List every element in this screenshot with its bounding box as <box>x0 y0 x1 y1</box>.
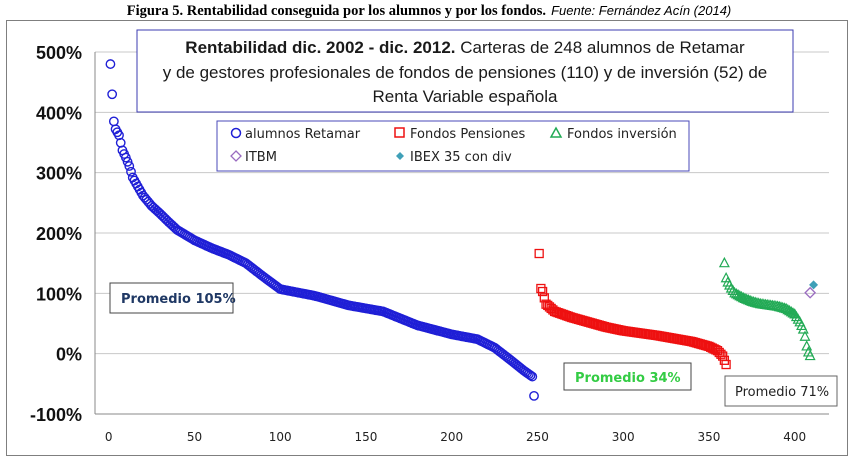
data-point-pensiones <box>536 283 546 294</box>
legend-label-inversion: Fondos inversión <box>567 127 677 142</box>
data-marks <box>105 59 819 401</box>
data-point-alumnos <box>525 370 536 381</box>
legend-label-alumnos: alumnos Retamar <box>245 127 361 142</box>
legend-entry-ibex: IBEX 35 con div <box>396 150 512 165</box>
chart-title-bold: Rentabilidad dic. 2002 - dic. 2012. <box>185 38 455 57</box>
data-point-alumnos <box>529 390 539 401</box>
figure-caption: Figura 5. Rentabilidad conseguida por lo… <box>0 0 858 19</box>
data-point-alumnos <box>122 156 133 167</box>
x-tick-label: 350 <box>698 430 721 444</box>
y-tick-label: 0% <box>56 345 82 365</box>
legend-filled-diamond-icon <box>396 152 404 160</box>
y-tick-label: 400% <box>36 103 82 123</box>
data-point-alumnos <box>158 212 169 222</box>
data-point-alumnos <box>160 213 171 224</box>
data-point-pensiones <box>537 286 548 297</box>
legend-entry-itbm: ITBM <box>230 150 277 165</box>
x-tick-label: 0 <box>105 430 113 444</box>
legend-square-icon <box>394 127 405 138</box>
legend-open-diamond-icon <box>230 150 242 162</box>
axes: -100% 0% 100% 200% 300% 400% 500% 0 50 100 150 200 2… <box>30 43 829 444</box>
data-point-inversion <box>787 307 799 318</box>
data-point-alumnos <box>120 152 131 163</box>
chart-title-line2: y de gestores profesionales de fondos de… <box>163 63 768 82</box>
chart-frame <box>6 20 848 456</box>
y-tick-label: 500% <box>36 43 82 63</box>
annotation-text-pensiones: Promedio 34% <box>575 371 681 386</box>
data-point-inversion <box>801 340 813 351</box>
legend-entry-alumnos: alumnos Retamar <box>230 127 361 142</box>
y-tick-label: 100% <box>36 284 82 304</box>
x-tick-label: 200 <box>440 430 463 444</box>
data-point-alumnos <box>108 116 119 127</box>
annotation-promedio-pensiones: Promedio 34% <box>563 362 692 391</box>
legend-label-pensiones: Fondos Pensiones <box>410 127 526 142</box>
x-tick-label: 250 <box>526 430 549 444</box>
y-tick-label: 200% <box>36 224 82 244</box>
x-tick-label: 100 <box>269 430 292 444</box>
annotation-text-inversion: Promedio 71% <box>735 385 829 400</box>
data-point-inversion <box>799 330 811 341</box>
x-tick-label: 150 <box>355 430 378 444</box>
x-tick-label: 50 <box>187 430 202 444</box>
chart-title-line1: Rentabilidad dic. 2002 - dic. 2012. Cart… <box>185 38 745 57</box>
data-point-alumnos <box>527 371 538 382</box>
data-point-pensiones <box>534 248 544 259</box>
data-point-alumnos <box>124 161 135 171</box>
legend-label-itbm: ITBM <box>245 150 277 165</box>
legend-box <box>216 120 690 172</box>
data-point-alumnos <box>107 89 118 100</box>
legend-entry-inversion: Fondos inversión <box>549 126 677 142</box>
y-tick-label: -100% <box>30 405 82 425</box>
annotation-text-alumnos: Promedio 105% <box>121 292 236 307</box>
chart-title-rest: Carteras de 248 alumnos de Retamar <box>460 38 745 57</box>
data-point-alumnos <box>126 166 136 177</box>
caption-main: Figura 5. Rentabilidad conseguida por lo… <box>126 3 546 19</box>
legend-circle-icon <box>230 127 242 139</box>
data-point-alumnos <box>155 208 166 219</box>
y-tick-label: 300% <box>36 164 82 184</box>
x-tick-label: 400 <box>783 430 806 444</box>
annotation-promedio-alumnos: Promedio 105% <box>109 282 236 314</box>
legend-entry-pensiones: Fondos Pensiones <box>394 127 526 142</box>
data-point-pensiones <box>721 359 731 370</box>
legend-label-ibex: IBEX 35 con div <box>410 150 512 165</box>
title-box <box>136 29 794 113</box>
data-point-inversion <box>797 323 809 334</box>
data-point-inversion <box>804 349 816 361</box>
data-point-ibex <box>809 280 819 290</box>
caption-source: Fuente: Fernández Acín (2014) <box>551 3 732 18</box>
chart-title-line3: Renta Variable española <box>373 87 558 106</box>
legend-triangle-icon <box>549 126 563 138</box>
x-tick-label: 300 <box>612 430 635 444</box>
data-point-inversion <box>718 256 730 268</box>
data-point-alumnos <box>105 59 116 69</box>
annotation-promedio-inversion: Promedio 71% <box>724 375 838 407</box>
data-point-alumnos <box>156 210 167 221</box>
data-point-itbm <box>804 286 817 299</box>
